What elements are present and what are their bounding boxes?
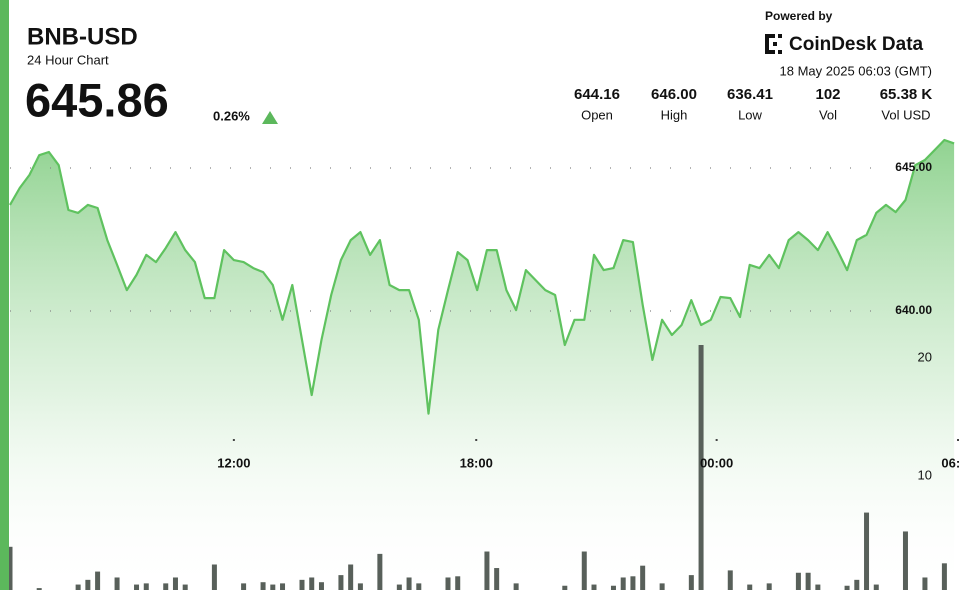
- volume-bar: [75, 584, 81, 590]
- volume-bar: [620, 577, 626, 590]
- volume-bar: [143, 583, 149, 590]
- volume-bar: [270, 584, 276, 590]
- volume-bar: [85, 579, 91, 590]
- stat-label: Open: [581, 107, 613, 122]
- volume-bar: [445, 577, 451, 590]
- y-tick-label: 645.00: [895, 160, 932, 174]
- volume-bar: [134, 584, 140, 590]
- volume-bar: [844, 585, 850, 590]
- stat-value: 644.16: [574, 86, 620, 103]
- volume-bar: [698, 345, 704, 590]
- volume-bar: [795, 572, 801, 590]
- volume-bar: [610, 585, 616, 590]
- volume-bar: [172, 577, 178, 590]
- y-tick-label: 640.00: [895, 303, 932, 317]
- chart-subtitle: 24 Hour Chart: [27, 52, 109, 67]
- volume-bar: [309, 577, 315, 590]
- stat-label: High: [661, 107, 688, 122]
- stat-value: 646.00: [651, 86, 697, 103]
- volume-bar: [513, 583, 519, 590]
- volume-bar: [591, 584, 597, 590]
- volume-bar: [805, 572, 811, 590]
- volume-bar: [727, 570, 733, 590]
- volume-bar: [260, 582, 266, 590]
- volume-bar: [377, 553, 383, 590]
- timestamp: 18 May 2025 06:03 (GMT): [780, 63, 932, 78]
- stat-value: 636.41: [727, 86, 773, 103]
- volume-bar: [163, 583, 169, 590]
- stat-value: 102: [815, 86, 840, 103]
- volume-bar: [902, 531, 908, 590]
- volume-bar: [640, 565, 646, 590]
- volume-bar: [357, 583, 363, 590]
- volume-bar: [688, 575, 694, 590]
- price-change: 0.26%: [213, 108, 250, 123]
- powered-by: Powered by: [765, 9, 833, 23]
- stat-label: Vol: [819, 107, 837, 122]
- volume-bar: [484, 551, 490, 590]
- volume-bar: [630, 576, 636, 590]
- y2-tick-label: 10: [918, 467, 932, 482]
- stat-label: Low: [738, 107, 762, 122]
- volume-bar: [922, 577, 928, 590]
- volume-bar: [873, 584, 879, 590]
- volume-bar: [182, 584, 188, 590]
- volume-bar: [766, 583, 772, 590]
- volume-bar: [494, 568, 500, 590]
- x-tick-label: 12:00: [217, 455, 250, 470]
- current-price: 645.86: [25, 73, 169, 126]
- left-accent: [0, 0, 9, 590]
- x-tick-label: 00:00: [700, 455, 733, 470]
- volume-bar: [338, 575, 344, 590]
- x-tick-label: 06:00: [941, 455, 959, 470]
- volume-bar: [747, 584, 753, 590]
- x-tick-label: 18:00: [460, 455, 493, 470]
- volume-bar: [7, 546, 13, 590]
- volume-bar: [562, 585, 568, 590]
- price-line: [9, 138, 955, 415]
- volume-bar: [211, 564, 217, 590]
- y2-tick-label: 20: [918, 349, 932, 364]
- volume-bar: [36, 588, 42, 590]
- stat-value: 65.38 K: [880, 86, 933, 103]
- volume-bar: [280, 583, 286, 590]
- price-area: [10, 140, 955, 590]
- volume-bar: [241, 583, 247, 590]
- chart-title: BNB-USD: [27, 23, 138, 50]
- volume-bar: [114, 577, 120, 590]
- volume-bar: [581, 551, 587, 590]
- volume-bar: [659, 583, 665, 590]
- volume-bar: [941, 563, 947, 590]
- volume-bar: [815, 584, 821, 590]
- brand-name: CoinDesk Data: [789, 34, 924, 55]
- up-arrow: [262, 111, 278, 124]
- volume-bar: [318, 582, 324, 590]
- volume-bar: [299, 579, 305, 590]
- volume-bar: [455, 576, 461, 590]
- stat-label: Vol USD: [881, 107, 930, 122]
- volume-bar: [95, 571, 101, 590]
- volume-bar: [348, 564, 354, 590]
- volume-bar: [854, 579, 860, 590]
- volume-bar: [864, 512, 870, 590]
- volume-bar: [396, 584, 402, 590]
- brand-logo: [765, 34, 782, 54]
- volume-bar: [406, 577, 412, 590]
- volume-bar: [416, 583, 422, 590]
